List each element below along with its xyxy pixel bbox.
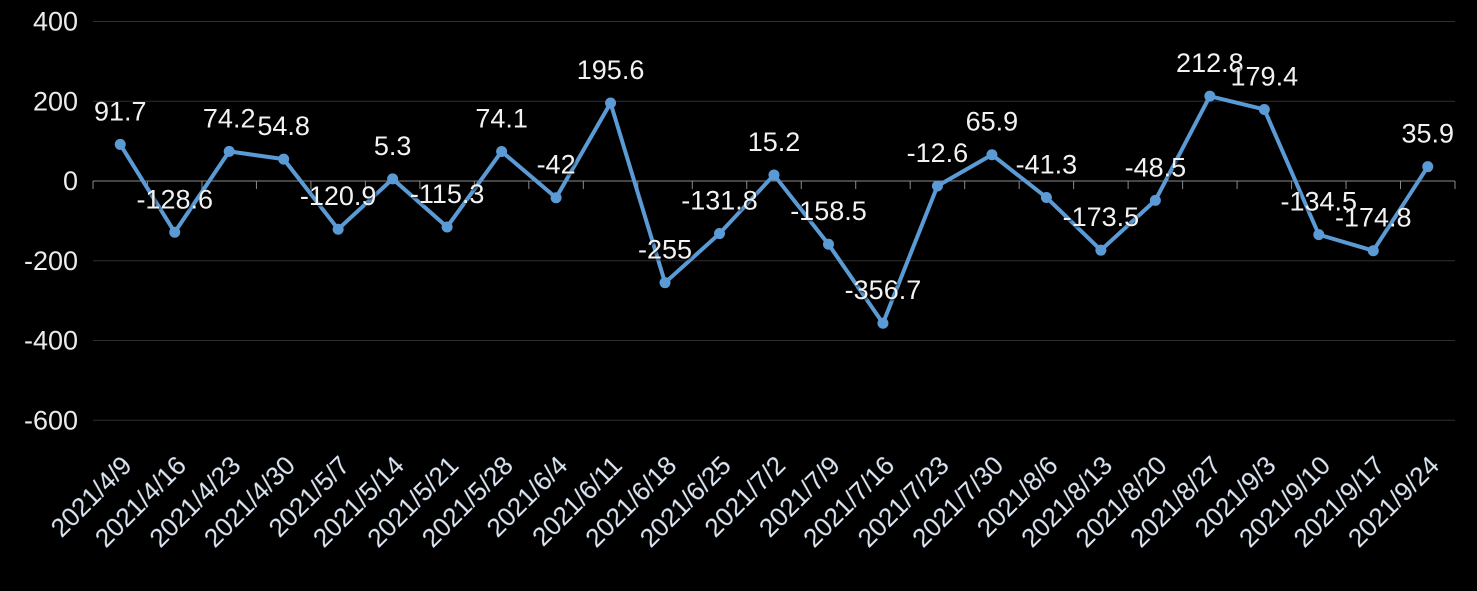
- data-point-marker: [387, 173, 399, 185]
- data-label: 91.7: [94, 96, 147, 126]
- data-label: -120.9: [300, 181, 377, 211]
- data-label: 15.2: [748, 127, 801, 157]
- data-point-marker: [1204, 90, 1216, 102]
- y-axis-label: 400: [33, 7, 78, 37]
- data-label: 212.8: [1176, 48, 1244, 78]
- data-label: -41.3: [1016, 149, 1078, 179]
- data-label: -356.7: [845, 275, 922, 305]
- y-axis-label: -600: [24, 405, 78, 435]
- data-point-marker: [1422, 161, 1434, 173]
- data-point-marker: [223, 145, 235, 157]
- data-label: -128.6: [136, 184, 213, 214]
- data-point-marker: [1367, 245, 1379, 257]
- data-point-marker: [441, 221, 453, 233]
- data-point-marker: [1258, 103, 1270, 115]
- data-label: -42: [537, 150, 576, 180]
- data-label: 65.9: [966, 107, 1019, 137]
- y-axis-label: 200: [33, 86, 78, 116]
- y-axis-label: -400: [24, 326, 78, 356]
- data-point-marker: [1040, 191, 1052, 203]
- data-label: -174.8: [1335, 203, 1412, 233]
- data-label: 5.3: [374, 131, 412, 161]
- data-label: -12.6: [907, 138, 969, 168]
- data-point-marker: [114, 138, 126, 150]
- data-label: 54.8: [257, 111, 310, 141]
- data-point-marker: [1095, 244, 1107, 256]
- data-label: -173.5: [1063, 202, 1140, 232]
- data-point-marker: [605, 97, 617, 109]
- data-label: 195.6: [577, 55, 645, 85]
- y-axis-label: -200: [24, 246, 78, 276]
- data-label: 74.2: [203, 103, 256, 133]
- data-point-marker: [169, 226, 181, 238]
- data-point-marker: [1149, 194, 1161, 206]
- y-axis-label: 0: [63, 166, 78, 196]
- data-point-marker: [714, 228, 726, 240]
- data-label: 74.1: [475, 103, 528, 133]
- data-label: -131.8: [681, 186, 758, 216]
- data-label: -255: [638, 235, 692, 265]
- data-point-marker: [659, 277, 671, 289]
- data-point-marker: [768, 169, 780, 181]
- data-label: -134.5: [1281, 187, 1358, 217]
- data-label: -48.5: [1125, 152, 1187, 182]
- data-point-marker: [550, 192, 562, 204]
- data-point-marker: [931, 180, 943, 192]
- data-label: -158.5: [790, 196, 867, 226]
- data-point-marker: [278, 153, 290, 165]
- data-point-marker: [332, 223, 344, 235]
- data-point-marker: [877, 317, 889, 329]
- data-label: 179.4: [1231, 61, 1299, 91]
- data-point-marker: [1313, 229, 1325, 241]
- data-point-marker: [496, 145, 508, 157]
- data-label: 35.9: [1401, 119, 1454, 149]
- data-point-marker: [986, 149, 998, 161]
- data-label: -115.3: [410, 179, 485, 209]
- data-point-marker: [822, 238, 834, 250]
